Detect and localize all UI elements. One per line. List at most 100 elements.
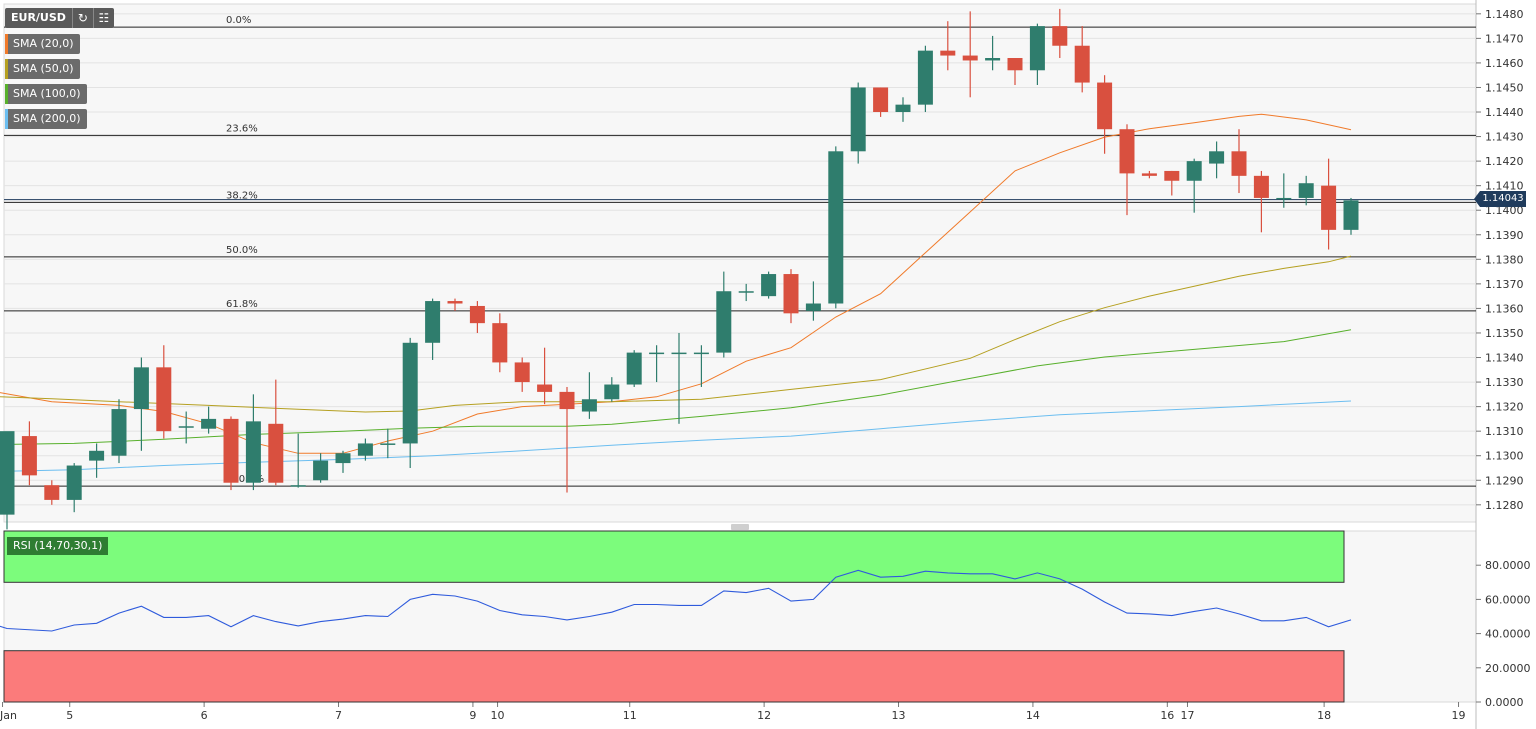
candle xyxy=(962,11,978,98)
candle-body xyxy=(1007,58,1023,71)
candle-body xyxy=(357,443,373,456)
price-tick-label: 1.1380 xyxy=(1485,253,1524,266)
candle-body xyxy=(1164,170,1180,181)
candle-body xyxy=(716,291,732,353)
price-tick-label: 1.1390 xyxy=(1485,229,1524,242)
date-tick-label: 17 xyxy=(1180,709,1194,722)
candle xyxy=(21,421,37,486)
candle xyxy=(223,416,239,491)
candle-body xyxy=(805,303,821,311)
candle xyxy=(357,438,373,461)
date-tick-label: Jan xyxy=(0,709,17,722)
candle xyxy=(1074,26,1090,93)
candle xyxy=(626,350,642,387)
rsi-legend-label[interactable]: RSI (14,70,30,1) xyxy=(7,537,109,555)
candle xyxy=(783,269,799,324)
legend-sma-50[interactable]: SMA (50,0) xyxy=(5,59,80,79)
candle xyxy=(1029,23,1045,86)
candle-body xyxy=(0,431,15,515)
candle-body xyxy=(335,453,351,464)
price-tick-label: 1.1340 xyxy=(1485,352,1524,365)
candle-body xyxy=(313,460,329,481)
date-tick-label: 10 xyxy=(491,709,505,722)
candle-body xyxy=(156,367,172,432)
current-price-tag: 1.14043 xyxy=(1474,191,1526,207)
candle xyxy=(514,357,530,392)
candle xyxy=(201,406,217,434)
candle xyxy=(604,377,620,402)
candle xyxy=(917,45,933,113)
candle xyxy=(716,271,732,358)
candle xyxy=(761,271,777,299)
legend-label: SMA (20,0) xyxy=(13,37,74,50)
candle xyxy=(66,463,82,513)
candle xyxy=(738,283,754,302)
candle xyxy=(671,332,687,424)
rsi-tick-label: 20.0000 xyxy=(1485,662,1531,675)
candle-body xyxy=(559,391,575,410)
candle xyxy=(469,301,485,333)
candle-body xyxy=(201,418,217,429)
candle-body xyxy=(985,58,1001,61)
candle-body xyxy=(44,485,60,500)
fib-level-label: 100.0% xyxy=(226,474,264,485)
legend-sma-20[interactable]: SMA (20,0) xyxy=(5,34,80,54)
candle-body xyxy=(649,352,665,355)
candle xyxy=(335,450,351,473)
candle xyxy=(1164,170,1180,196)
legend-sma-100[interactable]: SMA (100,0) xyxy=(5,84,87,104)
price-tick-label: 1.1430 xyxy=(1485,131,1524,144)
candle-body xyxy=(1052,26,1068,46)
legend-sma-200[interactable]: SMA (200,0) xyxy=(5,109,87,129)
legend-label: SMA (200,0) xyxy=(13,112,81,125)
fib-level-label: 50.0% xyxy=(226,245,258,256)
refresh-icon[interactable]: ↻ xyxy=(73,8,94,28)
candle-body xyxy=(1298,183,1314,198)
candle-body xyxy=(693,352,709,355)
candle-body xyxy=(66,465,82,500)
candle-body xyxy=(1231,151,1247,176)
price-tick-label: 1.1320 xyxy=(1485,401,1524,414)
price-tick-label: 1.1400 xyxy=(1485,204,1524,217)
candle xyxy=(402,337,418,468)
candle-body xyxy=(1209,151,1225,164)
candle-body xyxy=(1119,129,1135,174)
panel-resize-handle[interactable] xyxy=(731,524,749,530)
symbol-label: EUR/USD xyxy=(5,8,73,28)
candle xyxy=(133,357,149,451)
candle xyxy=(111,399,127,464)
legend-swatch xyxy=(5,84,8,104)
date-tick-label: 5 xyxy=(66,709,73,722)
legend-label: SMA (100,0) xyxy=(13,87,81,100)
candle-body xyxy=(402,342,418,444)
symbol-toolbar: EUR/USD ↻ ☷ xyxy=(5,8,114,28)
candle xyxy=(1321,158,1337,250)
sma-line xyxy=(0,255,1352,413)
candle xyxy=(895,97,911,122)
candle xyxy=(178,411,194,444)
date-tick-label: 18 xyxy=(1317,709,1331,722)
price-tick-label: 1.1310 xyxy=(1485,425,1524,438)
candle xyxy=(1209,141,1225,179)
rsi-tick-label: 40.0000 xyxy=(1485,628,1531,641)
candle-body xyxy=(1141,173,1157,176)
rsi-line xyxy=(0,569,1352,632)
legend-swatch xyxy=(5,59,8,79)
legend-swatch xyxy=(5,109,8,129)
date-tick-label: 14 xyxy=(1026,709,1040,722)
candle-body xyxy=(268,423,284,483)
candle-body xyxy=(223,418,239,483)
candle-body xyxy=(850,87,866,152)
fib-level-label: 38.2% xyxy=(226,190,258,201)
candle xyxy=(1276,173,1292,208)
candle-body xyxy=(940,50,956,56)
candle-body xyxy=(604,384,620,400)
fib-level-label: 23.6% xyxy=(226,123,258,134)
calendar-icon[interactable]: ☷ xyxy=(98,11,110,25)
candle xyxy=(268,379,284,486)
candle xyxy=(873,87,889,117)
candle-body xyxy=(895,104,911,113)
price-tick-label: 1.1370 xyxy=(1485,278,1524,291)
